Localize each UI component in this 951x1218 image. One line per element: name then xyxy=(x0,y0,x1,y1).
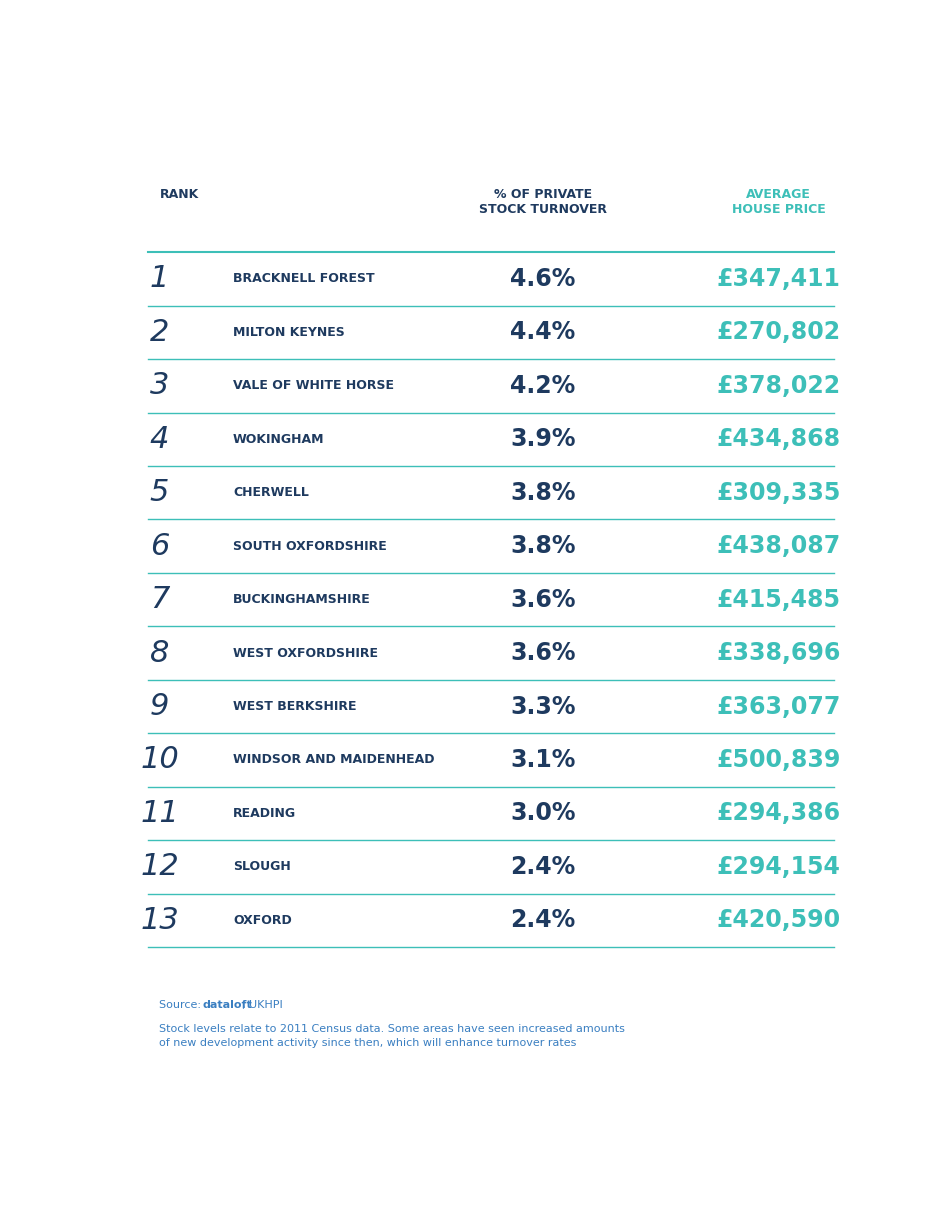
Text: £294,154: £294,154 xyxy=(716,855,841,879)
Text: RANK: RANK xyxy=(160,189,199,201)
Text: 11: 11 xyxy=(140,799,179,828)
Text: BRACKNELL FOREST: BRACKNELL FOREST xyxy=(233,273,375,285)
Text: 2.4%: 2.4% xyxy=(510,909,575,932)
Text: OXFORD: OXFORD xyxy=(233,914,292,927)
Text: £309,335: £309,335 xyxy=(716,481,841,504)
Text: READING: READING xyxy=(233,808,297,820)
Text: 3: 3 xyxy=(149,371,169,401)
Text: 3.9%: 3.9% xyxy=(510,428,575,451)
Text: BUCKINGHAMSHIRE: BUCKINGHAMSHIRE xyxy=(233,593,371,607)
Text: £415,485: £415,485 xyxy=(716,587,841,611)
Text: 1: 1 xyxy=(149,264,169,294)
Text: Stock levels relate to 2011 Census data. Some areas have seen increased amounts
: Stock levels relate to 2011 Census data.… xyxy=(160,1024,626,1047)
Text: £363,077: £363,077 xyxy=(716,694,841,719)
Text: 3.3%: 3.3% xyxy=(510,694,575,719)
Text: 13: 13 xyxy=(140,906,179,935)
Text: SLOUGH: SLOUGH xyxy=(233,860,291,873)
Text: Source:: Source: xyxy=(160,1000,204,1010)
Text: 3.8%: 3.8% xyxy=(510,535,575,558)
Text: £294,386: £294,386 xyxy=(716,801,841,826)
Text: dataloft: dataloft xyxy=(203,1000,252,1010)
Text: VALE OF WHITE HORSE: VALE OF WHITE HORSE xyxy=(233,379,394,392)
Text: WEST BERKSHIRE: WEST BERKSHIRE xyxy=(233,700,357,713)
Text: AVERAGE
HOUSE PRICE: AVERAGE HOUSE PRICE xyxy=(731,189,825,217)
Text: % OF PRIVATE
STOCK TURNOVER: % OF PRIVATE STOCK TURNOVER xyxy=(478,189,607,217)
Text: 2.4%: 2.4% xyxy=(510,855,575,879)
Text: 3.1%: 3.1% xyxy=(510,748,575,772)
Text: 4.6%: 4.6% xyxy=(510,267,575,291)
Text: £420,590: £420,590 xyxy=(716,909,841,932)
Text: WEST OXFORDSHIRE: WEST OXFORDSHIRE xyxy=(233,647,378,660)
Text: £434,868: £434,868 xyxy=(716,428,841,451)
Text: , UKHPI: , UKHPI xyxy=(242,1000,282,1010)
Text: 8: 8 xyxy=(149,638,169,667)
Text: 5: 5 xyxy=(149,479,169,507)
Text: £500,839: £500,839 xyxy=(716,748,841,772)
Text: CHERWELL: CHERWELL xyxy=(233,486,309,499)
Text: £338,696: £338,696 xyxy=(716,641,841,665)
Text: £270,802: £270,802 xyxy=(716,320,841,345)
Text: 3.8%: 3.8% xyxy=(510,481,575,504)
Text: 2: 2 xyxy=(149,318,169,347)
Text: 4.2%: 4.2% xyxy=(510,374,575,398)
Text: 3.6%: 3.6% xyxy=(510,587,575,611)
Text: 6: 6 xyxy=(149,532,169,560)
Text: £378,022: £378,022 xyxy=(716,374,841,398)
Text: 3.0%: 3.0% xyxy=(510,801,575,826)
Text: 4.4%: 4.4% xyxy=(510,320,575,345)
Text: £347,411: £347,411 xyxy=(716,267,841,291)
Text: 10: 10 xyxy=(140,745,179,775)
Text: SOUTH OXFORDSHIRE: SOUTH OXFORDSHIRE xyxy=(233,540,387,553)
Text: WOKINGHAM: WOKINGHAM xyxy=(233,432,324,446)
Text: MILTON KEYNES: MILTON KEYNES xyxy=(233,326,345,339)
Text: 3.6%: 3.6% xyxy=(510,641,575,665)
Text: WINDSOR AND MAIDENHEAD: WINDSOR AND MAIDENHEAD xyxy=(233,754,435,766)
Text: 4: 4 xyxy=(149,425,169,454)
Text: 12: 12 xyxy=(140,853,179,882)
Text: £438,087: £438,087 xyxy=(716,535,841,558)
Text: 7: 7 xyxy=(149,585,169,614)
Text: 9: 9 xyxy=(149,692,169,721)
